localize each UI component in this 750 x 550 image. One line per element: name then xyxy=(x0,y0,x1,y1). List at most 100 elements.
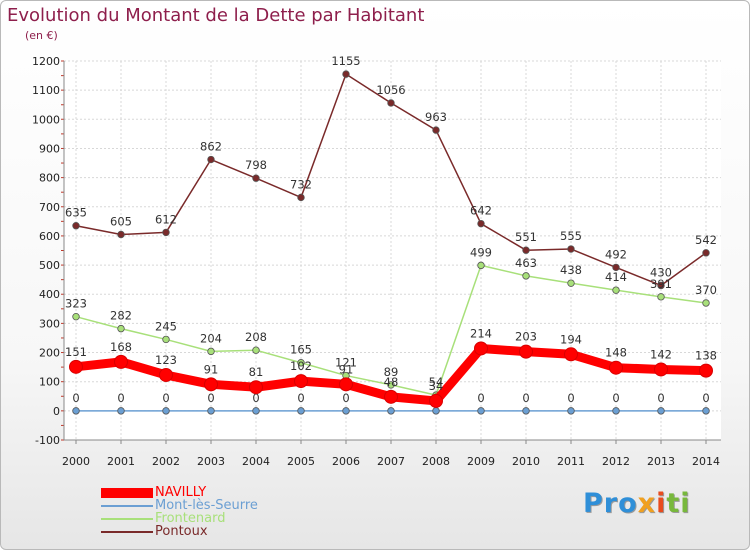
data-point xyxy=(207,155,215,164)
data-point xyxy=(387,407,395,415)
x-tick-label: 2001 xyxy=(107,455,135,468)
x-tick-label: 2014 xyxy=(692,455,720,468)
data-point xyxy=(297,407,305,415)
data-label: 282 xyxy=(110,309,132,323)
x-tick-label: 2002 xyxy=(152,455,180,468)
x-tick-label: 2005 xyxy=(287,455,315,468)
x-tick-label: 2009 xyxy=(467,455,495,468)
data-point xyxy=(297,193,305,202)
data-point xyxy=(72,222,80,230)
data-label: 732 xyxy=(290,177,312,191)
x-tick-label: 2004 xyxy=(242,455,270,468)
data-label: 963 xyxy=(425,110,447,124)
legend-label: Pontoux xyxy=(155,524,208,539)
legend-swatch xyxy=(101,518,153,520)
data-label: 48 xyxy=(384,375,399,389)
x-tick-label: 2003 xyxy=(197,455,225,468)
data-point xyxy=(699,363,713,378)
data-label: 91 xyxy=(204,362,219,376)
data-point xyxy=(519,344,533,359)
data-label: 0 xyxy=(207,391,214,405)
y-tick-label: 100 xyxy=(39,376,60,389)
x-tick-label: 2006 xyxy=(332,455,360,468)
data-label: 102 xyxy=(290,359,312,373)
data-point xyxy=(387,381,395,389)
data-point xyxy=(522,246,530,254)
data-point xyxy=(387,99,395,107)
data-label: 0 xyxy=(567,391,574,405)
data-label: 862 xyxy=(200,140,222,154)
data-point xyxy=(294,374,308,389)
data-point xyxy=(297,359,305,367)
data-label: 0 xyxy=(612,391,619,405)
data-label: 204 xyxy=(200,331,222,345)
data-point xyxy=(567,279,575,287)
legend-swatch xyxy=(101,505,153,507)
x-tick-label: 2007 xyxy=(377,455,405,468)
data-label: 123 xyxy=(155,353,177,367)
data-point xyxy=(432,126,440,134)
y-tick-label: 1200 xyxy=(32,55,60,68)
data-point xyxy=(657,281,665,290)
data-label: 0 xyxy=(162,391,169,405)
x-tick-label: 2000 xyxy=(62,455,90,468)
data-point xyxy=(342,407,350,415)
data-point xyxy=(477,407,485,415)
data-label: 0 xyxy=(522,391,529,405)
chart-title: Evolution du Montant de la Dette par Hab… xyxy=(7,5,425,26)
data-label: 798 xyxy=(245,158,267,172)
x-tick-label: 2012 xyxy=(602,455,630,468)
data-label: 168 xyxy=(110,340,132,354)
data-label: 142 xyxy=(650,347,672,361)
data-point xyxy=(477,261,485,270)
data-label: 91 xyxy=(339,362,354,376)
data-label: 89 xyxy=(384,365,399,379)
data-label: 492 xyxy=(605,247,627,261)
data-label: 1155 xyxy=(331,54,360,68)
data-label: 208 xyxy=(245,330,267,344)
data-point xyxy=(522,407,530,415)
data-label: 430 xyxy=(650,265,672,279)
y-tick-label: 900 xyxy=(39,142,60,155)
data-label: 121 xyxy=(335,356,357,370)
data-label: 542 xyxy=(695,233,717,247)
data-label: 605 xyxy=(110,214,132,228)
data-point xyxy=(657,407,665,415)
data-label: 0 xyxy=(657,391,664,405)
y-tick-label: 300 xyxy=(39,317,60,330)
data-label: 0 xyxy=(342,391,349,405)
data-point xyxy=(567,245,575,253)
data-point xyxy=(162,407,170,415)
data-label: 555 xyxy=(560,229,582,243)
data-point xyxy=(429,393,443,408)
data-point xyxy=(207,347,215,356)
y-tick-label: 200 xyxy=(39,347,60,360)
x-tick-label: 2008 xyxy=(422,455,450,468)
data-label: 642 xyxy=(470,204,492,218)
data-point xyxy=(702,407,710,415)
x-tick-label: 2011 xyxy=(557,455,585,468)
data-point xyxy=(252,174,260,182)
data-label: 635 xyxy=(65,206,87,220)
data-label: 414 xyxy=(605,270,627,284)
data-label: 214 xyxy=(470,326,492,340)
data-point xyxy=(612,263,620,272)
data-label: 138 xyxy=(695,349,717,363)
y-tick-label: 400 xyxy=(39,288,60,301)
data-point xyxy=(72,407,80,415)
data-label: 438 xyxy=(560,263,582,277)
legend-swatch xyxy=(101,488,153,498)
y-tick-label: 1100 xyxy=(32,84,60,97)
y-tick-label: 700 xyxy=(39,201,60,214)
data-label: 612 xyxy=(155,212,177,226)
x-tick-label: 2013 xyxy=(647,455,675,468)
data-point xyxy=(567,407,575,415)
data-label: 0 xyxy=(477,391,484,405)
data-point xyxy=(654,362,668,377)
data-point xyxy=(117,407,125,415)
data-label: 323 xyxy=(65,297,87,311)
data-point xyxy=(564,347,578,362)
data-point xyxy=(252,407,260,415)
data-label: 0 xyxy=(252,391,259,405)
